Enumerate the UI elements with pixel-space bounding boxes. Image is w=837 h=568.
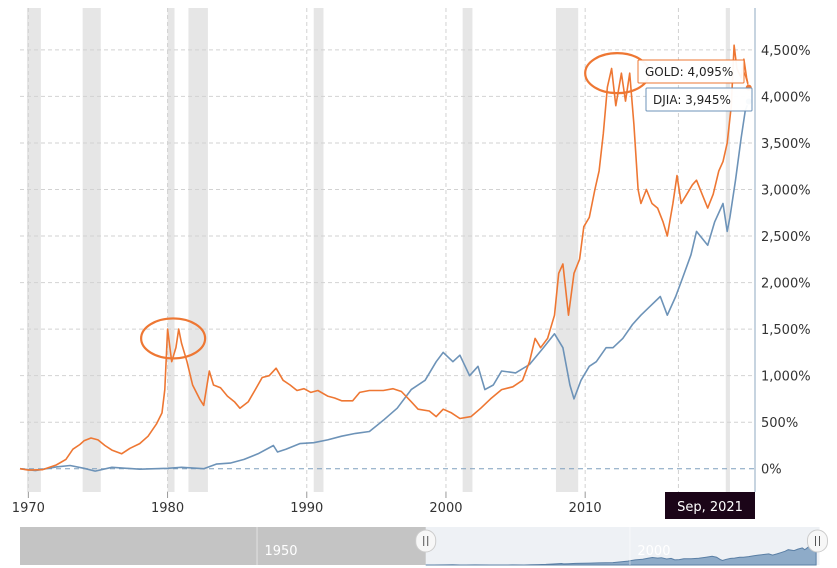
- y-tick-label: 500%: [761, 416, 798, 431]
- callout-label: DJIA: 3,945%: [653, 93, 731, 107]
- y-tick-label: 4,000%: [761, 90, 811, 105]
- x-tick-label: 2000: [429, 501, 462, 516]
- x-tick-label: 1990: [290, 501, 323, 516]
- navigator-year-label: 1950: [264, 544, 297, 559]
- y-tick-label: 1,000%: [761, 370, 811, 385]
- x-tick-label: 1980: [151, 501, 184, 516]
- recession-band-6: [555, 8, 579, 492]
- range-navigator[interactable]: 1950 2000: [20, 527, 828, 566]
- y-tick-label: 3,500%: [761, 137, 811, 152]
- gold-series-line: [19, 44, 750, 471]
- callout-box: [645, 87, 753, 112]
- recession-band-5: [462, 8, 473, 492]
- current-date-label: Sep, 2021: [677, 500, 743, 515]
- gold-value-callout: GOLD: 4,095%: [637, 59, 750, 88]
- date-flag-box: [665, 492, 755, 519]
- grip-lines-icon: [423, 536, 429, 546]
- y-tick-label: 3,000%: [761, 184, 811, 199]
- x-tick-label: 2010: [569, 501, 602, 516]
- x-tick-label: 1970: [12, 501, 45, 516]
- djia-value-callout: DJIA: 3,945%: [645, 87, 753, 112]
- handle-body[interactable]: [415, 529, 437, 553]
- peak-highlight-0: [140, 317, 207, 360]
- navigator-year-label: 2000: [637, 544, 670, 559]
- y-tick-label: 2,000%: [761, 277, 811, 292]
- recession-band-0: [26, 8, 41, 492]
- x-axis-ticks: 1970 1980 1990 2000 2010: [12, 492, 602, 516]
- series-lines: [19, 44, 753, 472]
- y-tick-label: 1,500%: [761, 323, 811, 338]
- value-callouts: GOLD: 4,095% DJIA: 3,945%: [637, 59, 753, 112]
- y-tick-label: 0%: [761, 463, 782, 478]
- callout-box: [637, 59, 745, 84]
- recession-band-2: [167, 8, 175, 492]
- y-axis-ticks: 0% 500% 1,000% 1,500% 2,000% 2,500% 3,000% 3,50…: [761, 44, 811, 478]
- handle-body[interactable]: [806, 529, 828, 553]
- current-date-flag: Sep, 2021: [665, 492, 755, 519]
- navigator-series-area: [425, 540, 817, 566]
- recession-band-7: [725, 8, 730, 492]
- recession-band-4: [313, 8, 324, 492]
- recession-band-1: [82, 8, 101, 492]
- navigator-left-handle[interactable]: [415, 529, 437, 553]
- recession-bands: [26, 8, 730, 492]
- djia-series-line: [19, 101, 750, 472]
- recession-band-3: [188, 8, 208, 492]
- grip-lines-icon: [814, 536, 820, 546]
- y-tick-label: 4,500%: [761, 44, 811, 59]
- callout-connector: [743, 71, 750, 88]
- y-tick-label: 2,500%: [761, 230, 811, 245]
- navigator-right-handle[interactable]: [806, 529, 828, 553]
- callout-label: GOLD: 4,095%: [645, 65, 733, 79]
